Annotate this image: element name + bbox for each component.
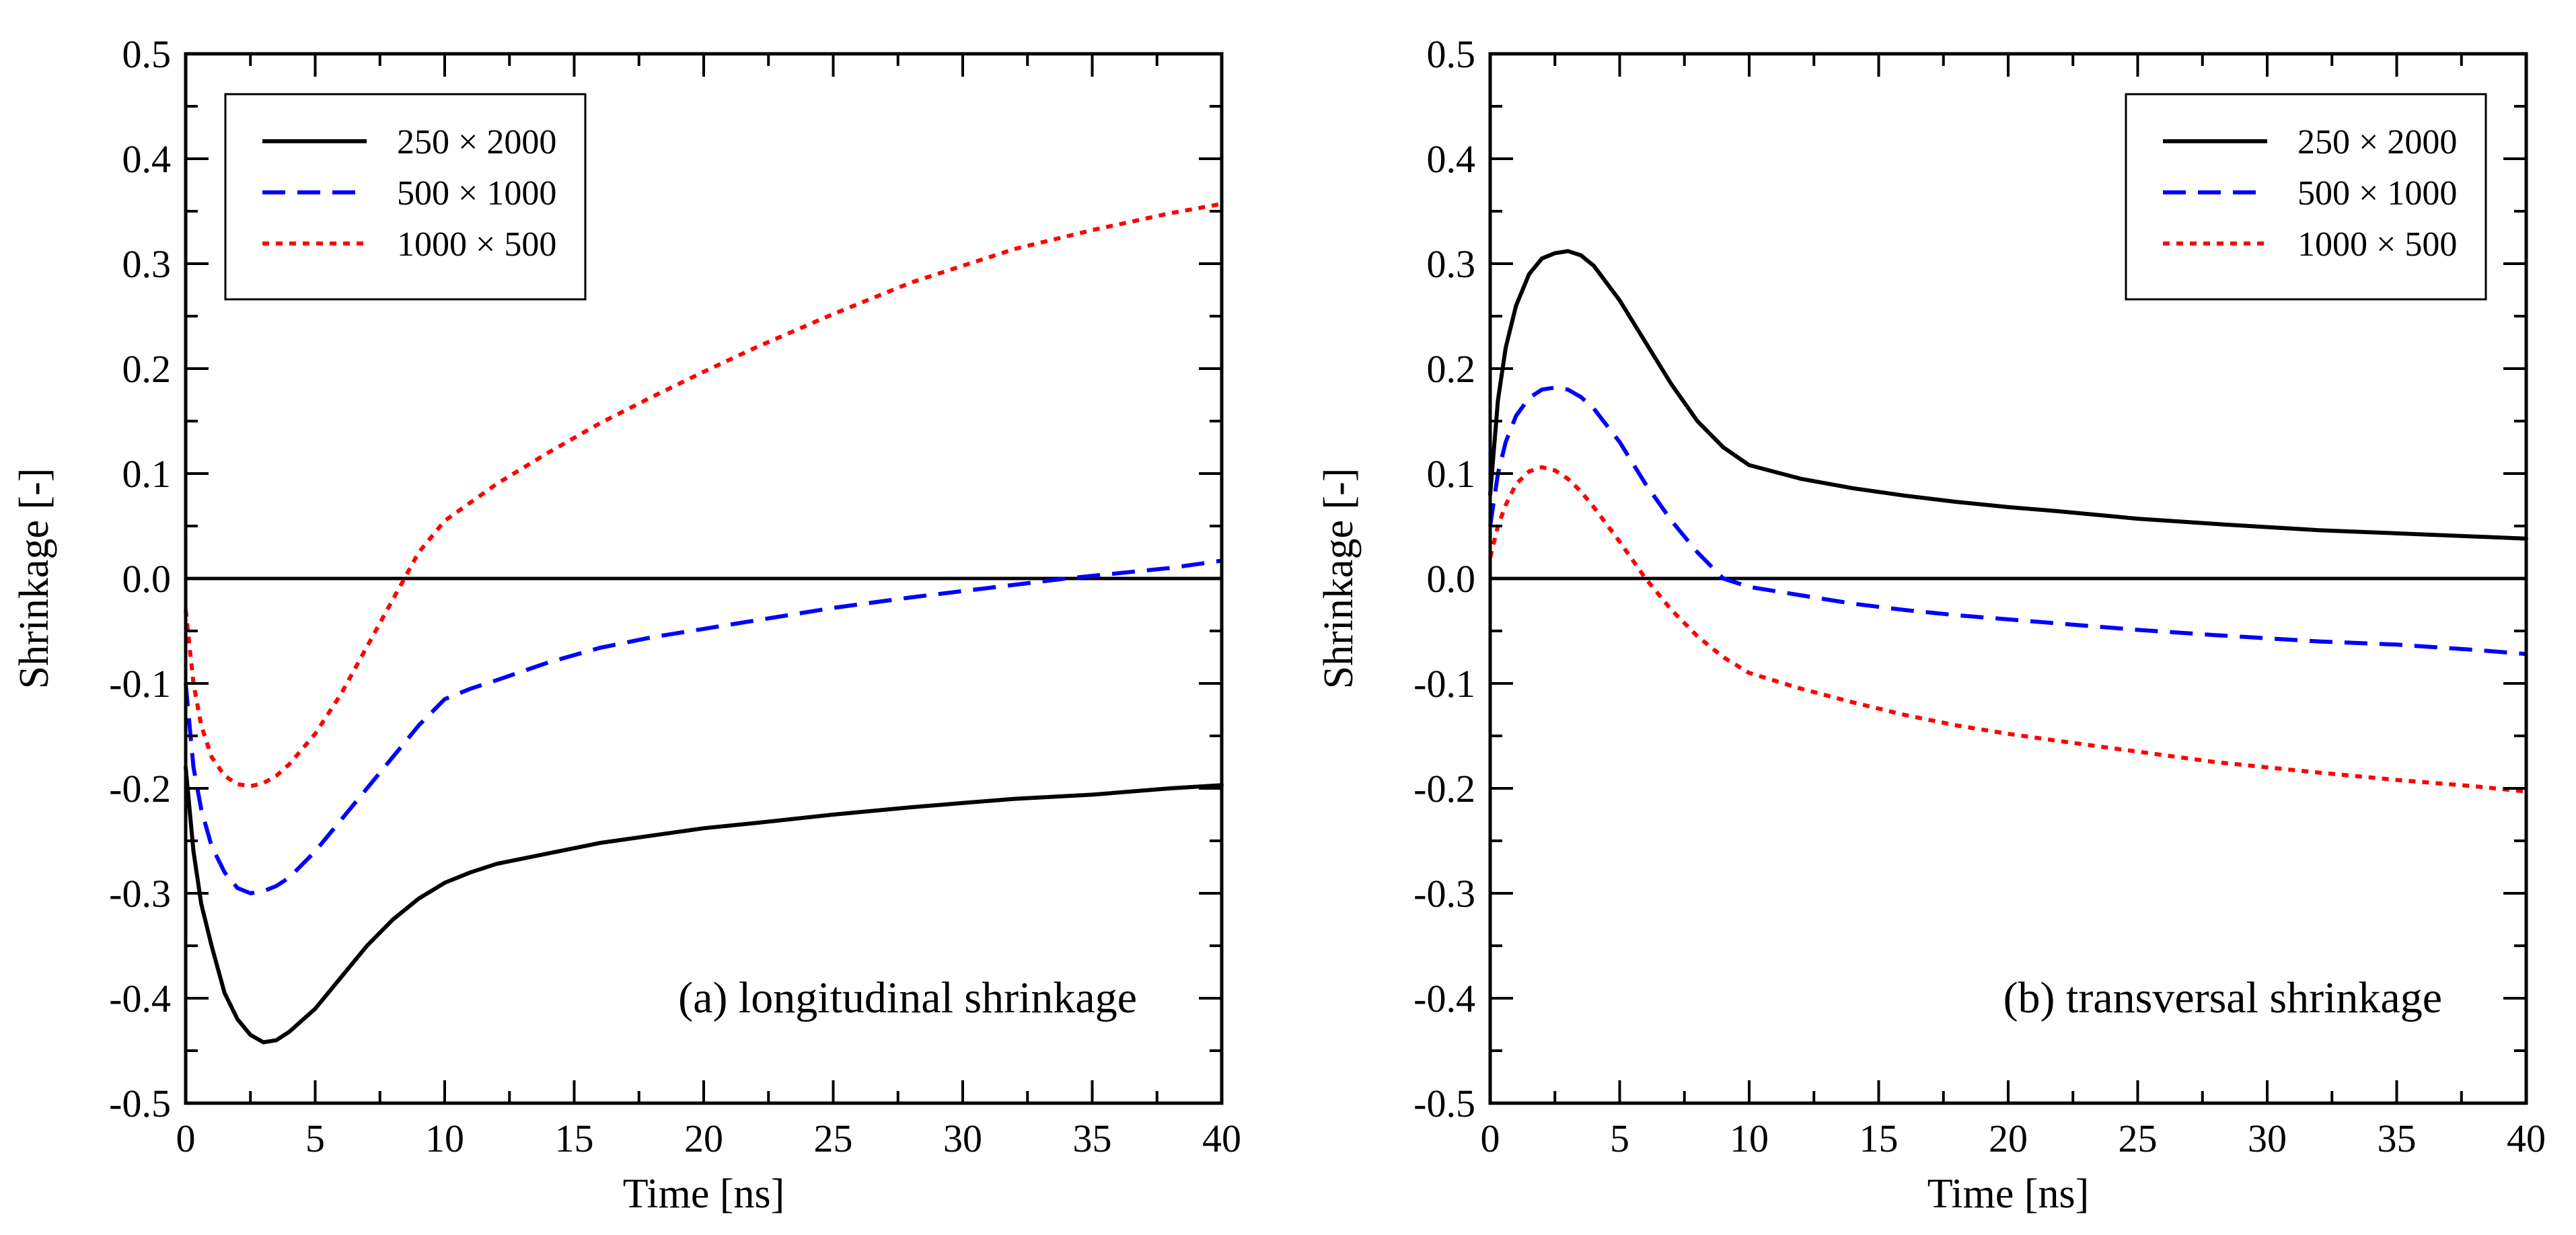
panel-annotation: (a) longitudinal shrinkage	[678, 973, 1137, 1022]
y-tick-label: 0.1	[1427, 452, 1476, 496]
series-line-1	[1488, 249, 2528, 541]
y-tick-label: -0.1	[1413, 662, 1475, 706]
legend-label-3: 1000 × 500	[397, 225, 556, 264]
series-line-2	[1488, 385, 2527, 657]
legend-box	[2125, 93, 2487, 301]
legend-box	[224, 93, 587, 301]
x-tick-label: 20	[1989, 1117, 2028, 1160]
x-tick-label: 5	[305, 1117, 325, 1160]
x-tick-label: 30	[943, 1117, 982, 1160]
legend-label-2: 500 × 1000	[397, 174, 556, 213]
y-tick-label: 0.4	[1427, 137, 1476, 181]
x-axis-label: Time [ns]	[1927, 1171, 2090, 1217]
x-tick-label: 5	[1610, 1117, 1629, 1160]
y-tick-label: 0.1	[122, 452, 172, 496]
y-tick-label: 0.0	[1427, 557, 1476, 601]
series-line-1	[184, 765, 1224, 1045]
panel-a: 0 5 10 15 20 25 30 35 40 -0.5 -0.4 -0.3 -0.2 -0.1 0.0 0…	[11, 32, 1241, 1217]
x-tick-label: 15	[1860, 1117, 1899, 1160]
legend-label-2: 500 × 1000	[2297, 174, 2457, 213]
y-tick-label: -0.3	[109, 872, 171, 915]
series-line-2	[184, 558, 1222, 895]
y-tick-label: -0.4	[109, 977, 171, 1020]
x-tick-label: 0	[1481, 1117, 1500, 1160]
x-tick-label: 25	[814, 1117, 853, 1160]
x-axis-label: Time [ns]	[623, 1171, 785, 1217]
x-tick-label: 40	[2507, 1117, 2546, 1160]
series-line-3	[184, 202, 1222, 788]
y-axis-label: Shrinkage [-]	[11, 468, 57, 689]
x-tick-label: 40	[1202, 1117, 1241, 1160]
x-tick-label: 10	[425, 1117, 464, 1160]
y-tick-label: -0.3	[1413, 872, 1475, 915]
x-tick-label: 20	[684, 1117, 723, 1160]
legend-label-3: 1000 × 500	[2297, 225, 2457, 264]
y-tick-label: 0.3	[122, 242, 172, 286]
y-tick-label: -0.2	[109, 767, 171, 811]
y-tick-label: 0.2	[122, 347, 172, 391]
y-tick-label: -0.4	[1413, 977, 1475, 1020]
y-tick-label: 0.2	[1427, 347, 1476, 391]
x-tick-label: 10	[1730, 1117, 1769, 1160]
y-tick-label: 0.3	[1427, 242, 1476, 286]
y-tick-label: -0.1	[109, 662, 171, 706]
x-tick-label: 25	[2119, 1117, 2158, 1160]
x-tick-label: 0	[176, 1117, 196, 1160]
legend-label-1: 250 × 2000	[2297, 123, 2457, 161]
x-tick-label: 35	[2378, 1117, 2417, 1160]
y-tick-label: 0.5	[1427, 32, 1476, 76]
x-tick-label: 35	[1073, 1117, 1112, 1160]
y-tick-label: -0.5	[109, 1082, 171, 1125]
panel-b: 0 5 10 15 20 25 30 35 40 -0.5 -0.4 -0.3 -0.2 -0.1 0.0 0…	[1316, 32, 2546, 1217]
y-tick-label: 0.5	[122, 32, 172, 76]
y-tick-label: -0.5	[1413, 1082, 1475, 1125]
legend: 250 × 2000 500 × 1000 1000 × 500	[224, 93, 587, 301]
panel-annotation: (b) transversal shrinkage	[2003, 973, 2442, 1022]
y-tick-label: 0.4	[122, 137, 172, 181]
x-tick-label: 30	[2248, 1117, 2287, 1160]
legend-label-1: 250 × 2000	[397, 123, 556, 161]
x-tick-label: 15	[555, 1117, 594, 1160]
y-tick-label: -0.2	[1413, 767, 1475, 811]
y-tick-label: 0.0	[122, 557, 172, 601]
y-axis-label: Shrinkage [-]	[1316, 468, 1362, 689]
legend: 250 × 2000 500 × 1000 1000 × 500	[2125, 93, 2487, 301]
